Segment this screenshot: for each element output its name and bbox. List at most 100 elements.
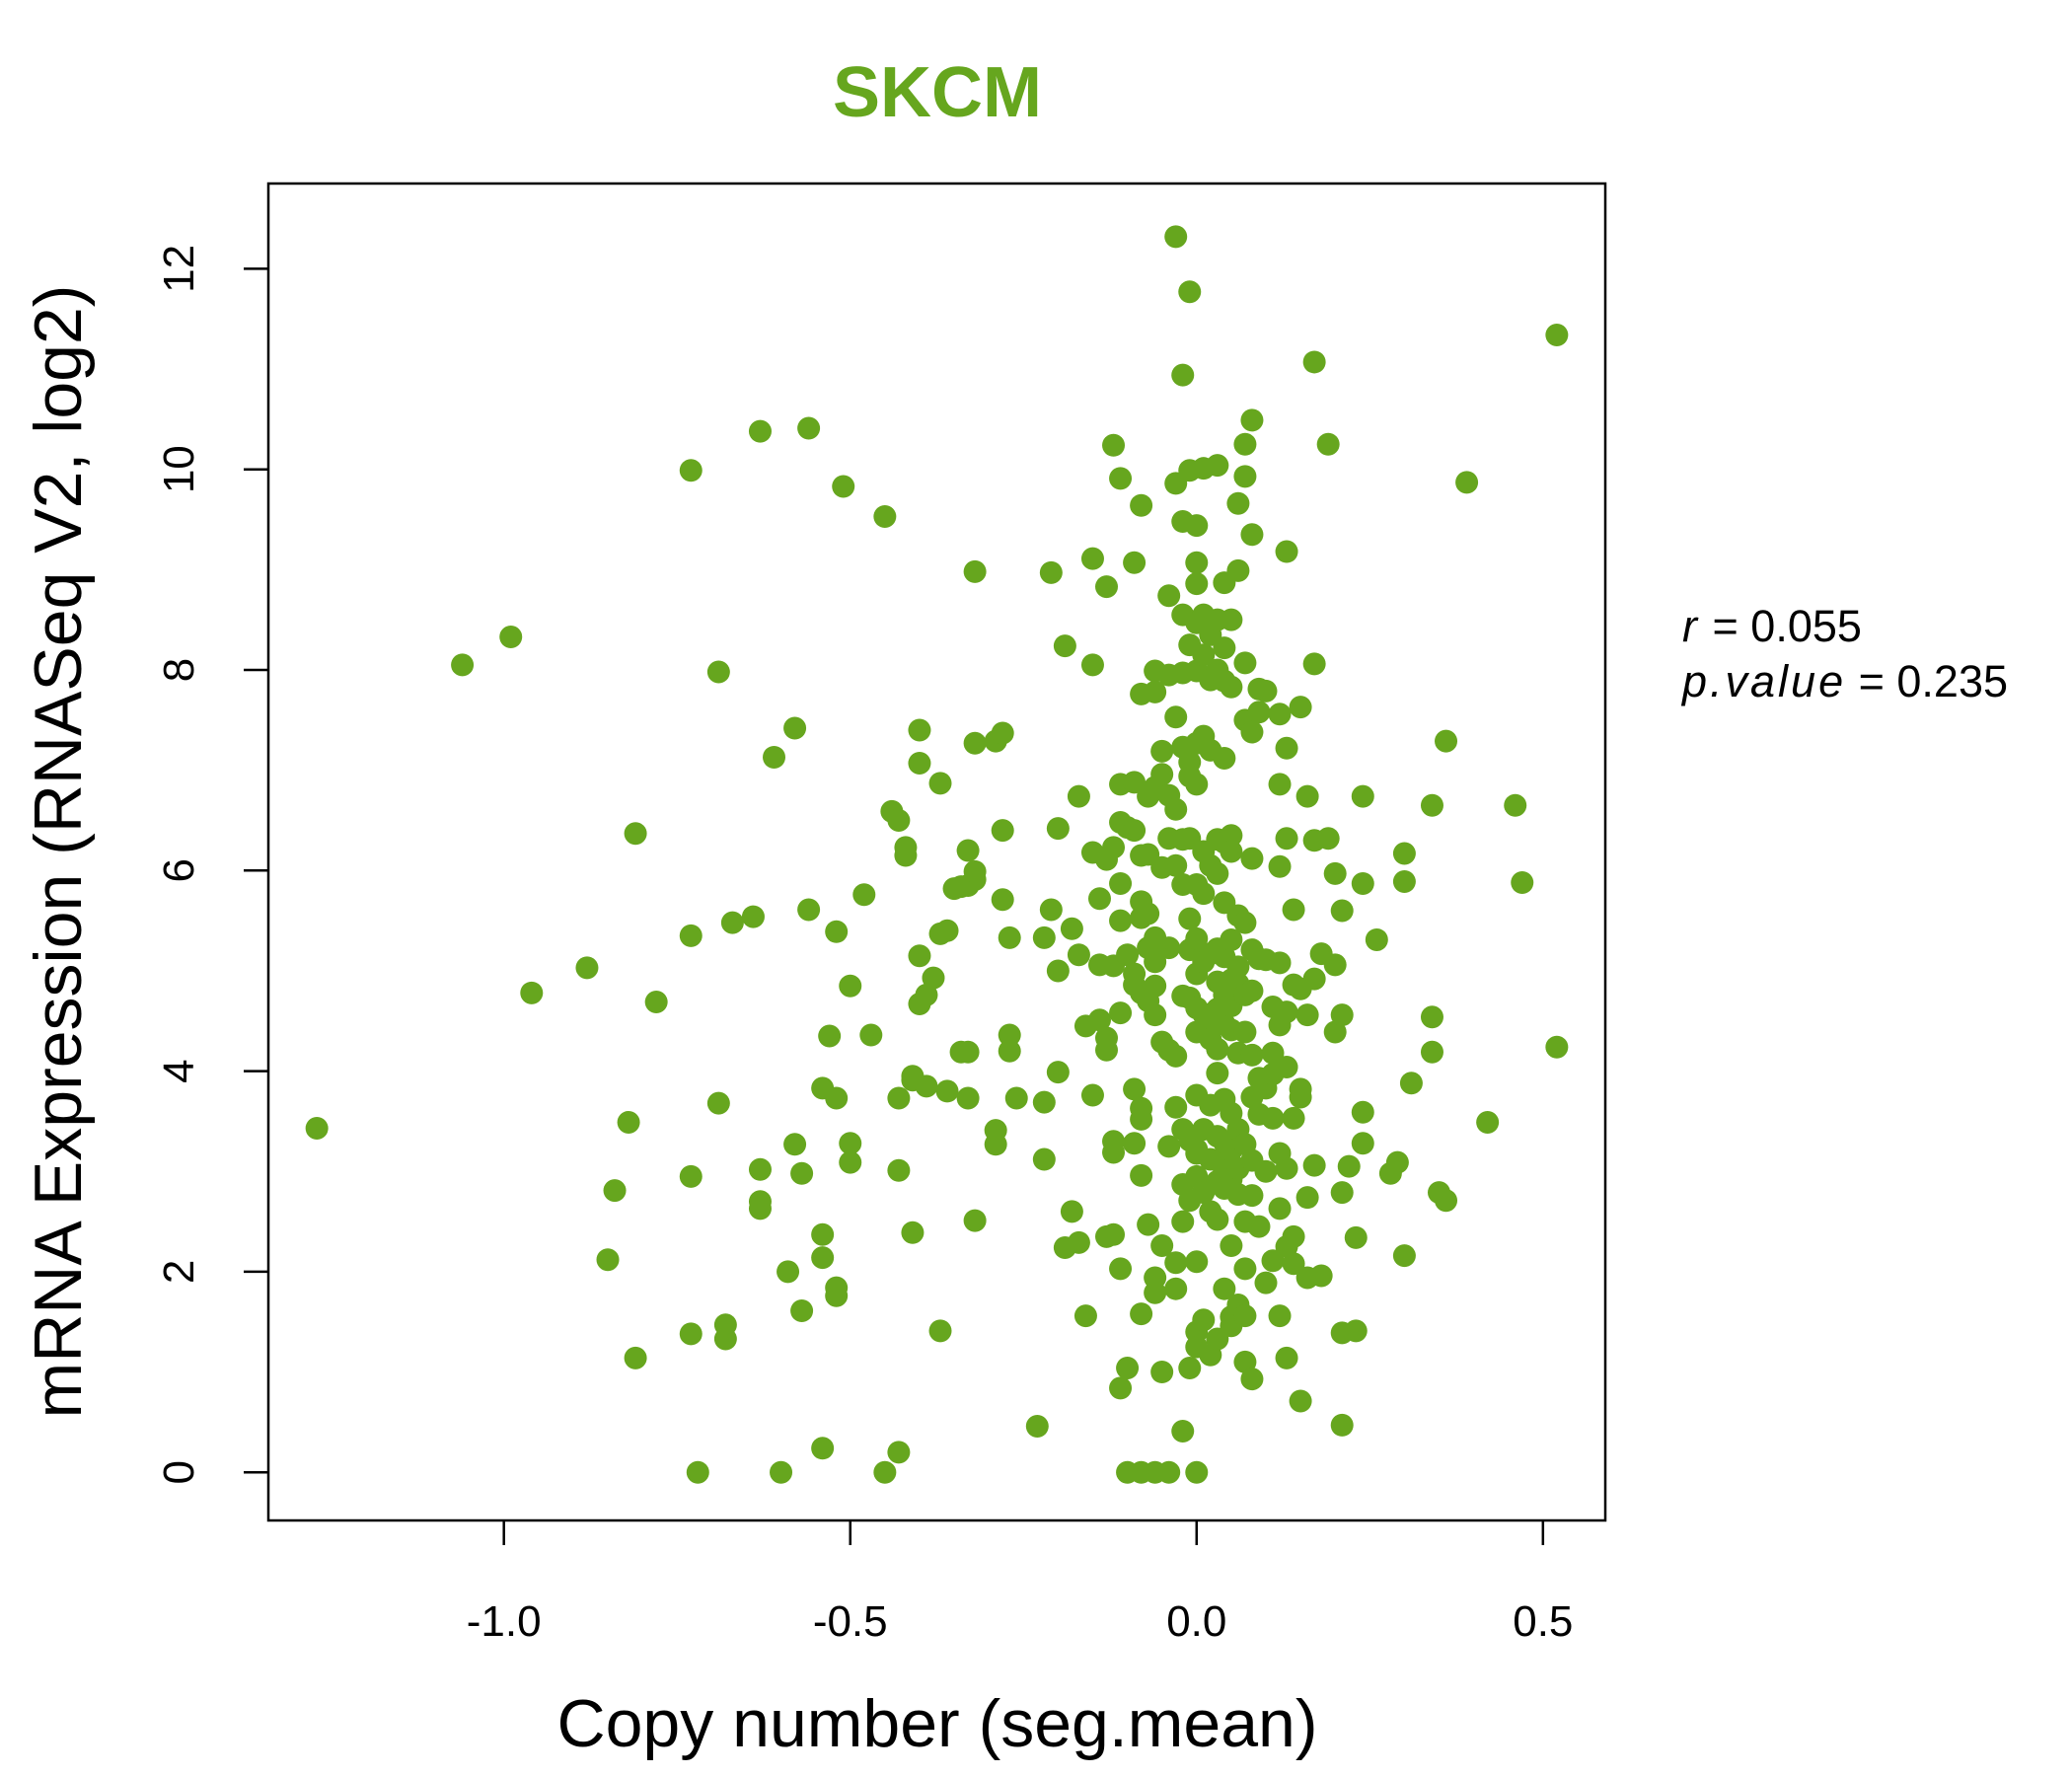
data-point xyxy=(825,1284,849,1307)
data-point xyxy=(679,1164,703,1188)
data-point xyxy=(679,459,703,482)
x-tick-label: -0.5 xyxy=(813,1597,888,1646)
data-point xyxy=(1233,911,1257,934)
data-point xyxy=(1295,1003,1319,1027)
data-point xyxy=(1268,703,1292,726)
data-point xyxy=(1164,853,1188,877)
data-point xyxy=(1295,1186,1319,1210)
data-point xyxy=(706,1091,730,1115)
data-point xyxy=(908,752,931,776)
data-point xyxy=(1420,1005,1443,1029)
data-point xyxy=(1476,1110,1500,1134)
data-point xyxy=(1220,675,1243,699)
data-point xyxy=(1420,793,1443,817)
data-point xyxy=(1420,1040,1443,1064)
data-point xyxy=(1233,465,1257,488)
data-point xyxy=(1157,936,1181,960)
data-point xyxy=(963,559,987,583)
data-point xyxy=(915,1074,938,1098)
data-point xyxy=(1275,1000,1298,1024)
data-point xyxy=(790,1161,814,1185)
data-point xyxy=(741,905,765,928)
data-point xyxy=(1025,1414,1049,1438)
data-point xyxy=(1220,824,1243,848)
data-point xyxy=(1178,1356,1202,1379)
data-point xyxy=(1067,943,1090,967)
data-point xyxy=(1192,882,1216,906)
data-point xyxy=(1351,1100,1374,1124)
data-point xyxy=(1233,1350,1257,1373)
data-point xyxy=(908,718,931,742)
data-point xyxy=(1302,652,1326,676)
data-point xyxy=(1323,861,1347,885)
data-point xyxy=(998,1023,1021,1047)
data-point xyxy=(1233,1257,1257,1281)
data-point xyxy=(1282,898,1305,922)
y-tick-label: 12 xyxy=(155,245,203,293)
data-point xyxy=(991,819,1014,843)
data-point xyxy=(1226,491,1250,515)
data-point xyxy=(1157,1460,1181,1484)
data-point xyxy=(922,966,945,990)
data-point xyxy=(915,983,938,1006)
data-point xyxy=(1323,953,1347,977)
data-point xyxy=(1123,1132,1147,1155)
data-point xyxy=(1240,523,1264,547)
data-point xyxy=(963,731,987,755)
data-point xyxy=(1302,350,1326,374)
y-tick-label: 10 xyxy=(155,445,203,493)
data-point xyxy=(777,1260,800,1284)
data-point xyxy=(818,1024,842,1048)
data-point xyxy=(1240,720,1264,744)
data-point xyxy=(1275,1056,1298,1079)
data-point xyxy=(1053,634,1076,658)
data-point xyxy=(713,1327,737,1351)
data-point xyxy=(1455,471,1479,494)
data-point xyxy=(873,504,897,528)
data-point xyxy=(770,1460,793,1484)
data-point xyxy=(1067,1230,1090,1254)
data-point xyxy=(1164,1044,1188,1068)
y-tick-label: 6 xyxy=(155,858,203,882)
data-point xyxy=(1060,1200,1083,1223)
y-tick-label: 2 xyxy=(155,1260,203,1284)
data-point xyxy=(1302,967,1326,991)
data-point xyxy=(1150,1233,1174,1257)
data-point xyxy=(1220,608,1243,631)
data-point xyxy=(873,1460,897,1484)
data-point xyxy=(1087,1008,1111,1032)
y-tick-label: 0 xyxy=(155,1460,203,1484)
r-label: r xyxy=(1682,601,1700,651)
data-point xyxy=(1240,979,1264,1002)
data-point xyxy=(1144,1003,1167,1027)
data-point xyxy=(1164,797,1188,821)
data-point xyxy=(1185,1460,1209,1484)
data-point xyxy=(1102,433,1126,457)
data-point xyxy=(894,844,918,867)
data-point xyxy=(1268,854,1292,878)
correlation-stats: r = 0.055 p.value = 0.235 xyxy=(1682,599,2008,709)
data-point xyxy=(686,1460,709,1484)
data-point xyxy=(1240,847,1264,870)
data-point xyxy=(1130,1107,1153,1131)
data-point xyxy=(1504,793,1527,817)
data-point xyxy=(748,419,772,443)
data-point xyxy=(1157,1135,1181,1158)
y-axis: 0 2 4 6 8 10 12 xyxy=(155,245,268,1484)
data-point xyxy=(1206,1037,1229,1061)
data-point xyxy=(935,919,959,942)
data-point xyxy=(1164,1095,1188,1119)
data-point xyxy=(1240,1368,1264,1391)
data-point xyxy=(1330,1003,1354,1027)
data-point xyxy=(1289,1389,1312,1413)
data-point xyxy=(1268,1304,1292,1328)
data-point xyxy=(1046,817,1070,841)
data-point xyxy=(1032,1147,1056,1171)
data-point xyxy=(1095,575,1119,599)
data-point xyxy=(783,1133,807,1156)
data-point xyxy=(1080,1083,1104,1107)
data-point xyxy=(520,981,544,1004)
data-point xyxy=(956,1086,980,1110)
data-point xyxy=(1289,1085,1312,1109)
data-point xyxy=(1261,1249,1285,1273)
